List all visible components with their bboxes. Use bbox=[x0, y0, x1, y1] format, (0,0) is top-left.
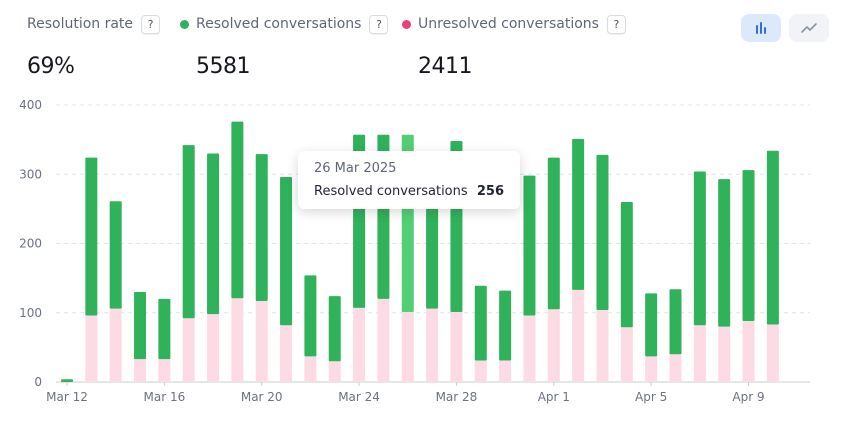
unresolved-bar bbox=[353, 307, 366, 382]
unresolved-bar bbox=[207, 314, 220, 382]
y-tick-label: 200 bbox=[19, 237, 42, 251]
help-icon[interactable]: ? bbox=[141, 14, 161, 34]
resolved-bar bbox=[669, 289, 682, 355]
unresolved-bar bbox=[523, 315, 536, 382]
x-tick-label: Mar 20 bbox=[241, 390, 283, 404]
unresolved-bar bbox=[426, 308, 439, 382]
unresolved-bar bbox=[85, 315, 98, 382]
resolved-bar bbox=[158, 298, 171, 360]
help-icon[interactable]: ? bbox=[606, 14, 626, 34]
x-tick-label: Mar 28 bbox=[436, 390, 478, 404]
metric-value: 2411 bbox=[418, 54, 472, 79]
y-tick-label: 400 bbox=[19, 98, 42, 112]
unresolved-bar bbox=[134, 359, 147, 382]
unresolved-bar bbox=[766, 324, 779, 382]
metric-label: Resolution rate bbox=[27, 16, 134, 32]
unresolved-bar bbox=[693, 325, 706, 382]
unresolved-bar bbox=[620, 327, 633, 382]
y-tick-label: 0 bbox=[34, 375, 42, 389]
unresolved-bar bbox=[669, 354, 682, 382]
resolved-bar bbox=[61, 379, 73, 382]
resolved-bar bbox=[718, 179, 731, 327]
unresolved-bar bbox=[596, 309, 609, 382]
resolved-bar bbox=[693, 171, 706, 326]
y-tick-label: 100 bbox=[19, 306, 42, 320]
unresolved-bar bbox=[231, 298, 244, 382]
unresolved-bar bbox=[450, 312, 463, 382]
unresolved-bar bbox=[377, 298, 390, 382]
unresolved-bar bbox=[280, 325, 293, 382]
resolved-bar bbox=[742, 170, 755, 322]
resolved-bar bbox=[572, 138, 585, 290]
resolved-bar bbox=[182, 145, 195, 319]
metric-value: 69% bbox=[27, 54, 75, 79]
metric-unresolved: Unresolved conversations ? 2411 bbox=[402, 14, 626, 79]
x-tick-label: Apr 5 bbox=[635, 390, 667, 404]
resolved-bar bbox=[523, 175, 536, 316]
resolved-bar bbox=[255, 154, 268, 301]
chart-tooltip: 26 Mar 2025 Resolved conversations 256 bbox=[298, 151, 520, 209]
unresolved-bar bbox=[328, 361, 341, 382]
unresolved-bar bbox=[158, 359, 171, 382]
unresolved-bar bbox=[304, 356, 317, 382]
metric-resolved: Resolved conversations ? 5581 bbox=[180, 14, 389, 79]
x-tick-label: Apr 1 bbox=[538, 390, 570, 404]
unresolved-bar bbox=[474, 360, 487, 382]
resolved-bar bbox=[85, 157, 98, 316]
unresolved-legend-dot bbox=[402, 19, 411, 29]
unresolved-bar bbox=[499, 360, 512, 382]
resolved-bar bbox=[499, 290, 512, 361]
tooltip-label: Resolved conversations bbox=[314, 184, 468, 199]
unresolved-bar bbox=[547, 309, 560, 382]
resolved-bar bbox=[231, 121, 244, 299]
resolved-bar bbox=[134, 291, 147, 360]
resolved-bar bbox=[304, 275, 317, 357]
unresolved-bar bbox=[109, 308, 122, 382]
y-tick-label: 300 bbox=[19, 167, 42, 181]
x-tick-label: Mar 12 bbox=[46, 390, 88, 404]
tooltip-date: 26 Mar 2025 bbox=[314, 161, 397, 176]
resolved-bar bbox=[766, 150, 779, 325]
unresolved-bar bbox=[742, 321, 755, 382]
help-icon[interactable]: ? bbox=[369, 14, 389, 34]
resolved-bar bbox=[109, 201, 122, 309]
bar-chart-icon bbox=[756, 22, 766, 34]
resolved-bar bbox=[328, 296, 341, 362]
unresolved-bar bbox=[255, 300, 268, 382]
unresolved-bar bbox=[645, 356, 658, 382]
resolved-bar bbox=[474, 285, 487, 361]
x-tick-label: Mar 16 bbox=[143, 390, 185, 404]
line-chart-icon bbox=[801, 23, 817, 33]
resolved-bar bbox=[280, 177, 293, 326]
x-tick-label: Apr 9 bbox=[732, 390, 764, 404]
bar-chart-toggle-button[interactable] bbox=[741, 14, 781, 42]
resolved-bar bbox=[596, 154, 609, 310]
x-tick-label: Mar 24 bbox=[338, 390, 380, 404]
resolved-bar bbox=[547, 157, 560, 310]
line-chart-toggle-button[interactable] bbox=[789, 14, 829, 42]
metric-label: Unresolved conversations bbox=[418, 16, 599, 32]
unresolved-bar bbox=[401, 312, 414, 382]
resolved-bar bbox=[645, 293, 658, 357]
tooltip-value: 256 bbox=[476, 184, 504, 199]
unresolved-bar bbox=[182, 318, 195, 382]
unresolved-bar bbox=[572, 289, 585, 382]
resolved-bar bbox=[620, 201, 633, 328]
metric-label: Resolved conversations bbox=[196, 16, 362, 32]
metric-resolution-rate: Resolution rate ? 69% bbox=[27, 14, 161, 79]
metric-value: 5581 bbox=[196, 54, 251, 79]
resolved-bar bbox=[207, 153, 220, 315]
unresolved-bar bbox=[718, 326, 731, 382]
resolved-legend-dot bbox=[180, 19, 189, 29]
